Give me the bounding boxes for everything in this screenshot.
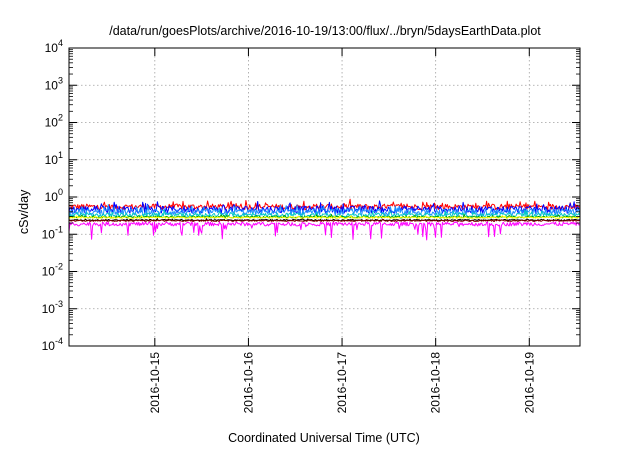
y-tick-label: 10-1 (42, 224, 63, 241)
series-line-6 (68, 215, 581, 219)
y-tick-label: 10-4 (42, 336, 63, 353)
series-line-4 (68, 208, 581, 218)
series-line-3 (68, 204, 581, 216)
grid (69, 48, 580, 346)
x-tick-label: 2016-10-17 (335, 352, 349, 414)
y-axis-label-group: cSv/day (17, 189, 31, 234)
x-tick-label: 2016-10-18 (429, 352, 443, 414)
x-tick-label: 2016-10-19 (522, 352, 536, 414)
y-tick-label: 10-3 (42, 299, 63, 316)
y-tick-label: 101 (45, 150, 63, 167)
y-tick-label: 104 (45, 38, 63, 55)
x-tick-label: 2016-10-15 (148, 352, 162, 414)
series-group (68, 198, 581, 241)
y-tick-label: 102 (45, 113, 63, 130)
chart-title: /data/run/goesPlots/archive/2016-10-19/1… (109, 24, 541, 38)
x-tick-label: 2016-10-16 (241, 352, 255, 414)
y-tick-label: 103 (45, 75, 63, 92)
series-line-8 (68, 218, 581, 222)
y-tick-label: 100 (45, 187, 63, 204)
y-tick-label: 10-2 (42, 262, 63, 279)
series-line-9 (68, 221, 581, 241)
x-axis-label: Coordinated Universal Time (UTC) (228, 431, 420, 445)
y-axis-label: cSv/day (17, 189, 31, 234)
